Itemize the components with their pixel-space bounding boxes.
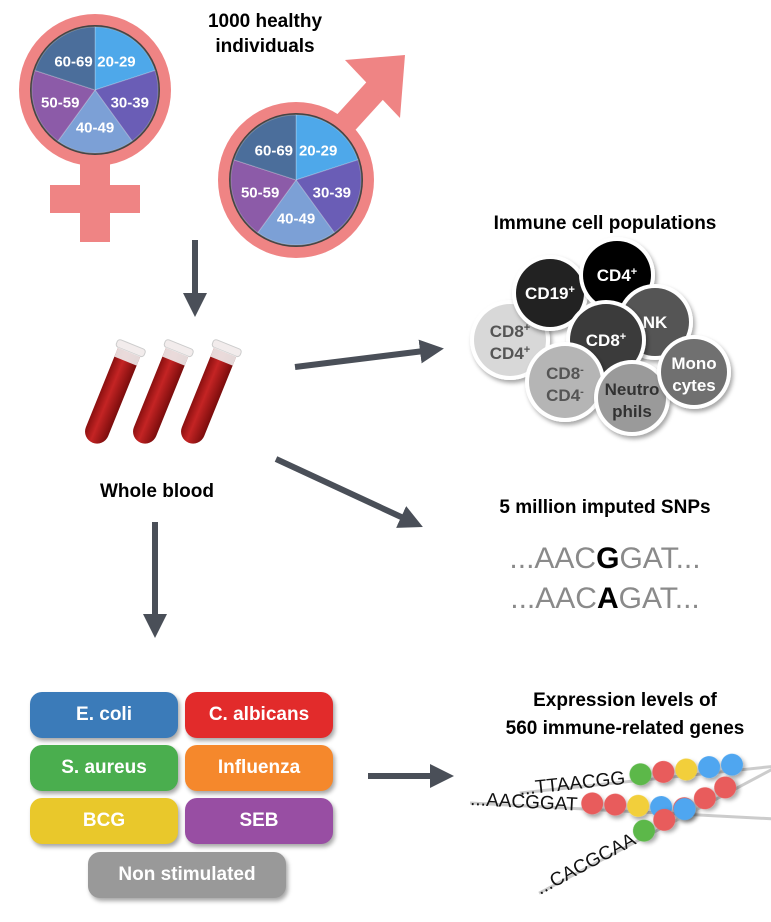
immune-cell: Mono cytes — [657, 335, 731, 409]
gene-sequence: ...AACGGAT — [470, 789, 579, 816]
stimulus-influenza: Influenza — [185, 745, 333, 791]
blood-tube — [181, 339, 242, 444]
age-slice-50-59 — [31, 69, 96, 142]
expression-bead — [629, 763, 652, 786]
blood-tube — [133, 339, 194, 444]
age-slice-30-39 — [295, 159, 362, 234]
age-label: 40-49 — [277, 211, 315, 228]
age-slice-60-69 — [233, 114, 297, 181]
cell-label: cytes — [672, 376, 715, 395]
cohort-title-line1: 1000 healthy — [208, 11, 322, 32]
male-age-pie: 20-29 30-39 40-49 50-59 60-69 — [229, 113, 363, 247]
expression-bead — [632, 819, 655, 842]
stimulus-e-coli: E. coli — [30, 692, 178, 738]
whole-blood-label: Whole blood — [100, 481, 214, 502]
expression-bead — [714, 776, 737, 799]
cell-label: CD4+ — [490, 344, 530, 363]
male-symbol: 20-29 30-39 40-49 50-59 60-69 — [218, 55, 405, 258]
age-slice-40-49 — [57, 89, 133, 154]
expression-bead — [652, 760, 675, 783]
cell-label: CD4- — [546, 386, 584, 405]
immune-cell: CD19+ — [512, 255, 588, 331]
arrow-blood-to-snps — [274, 456, 423, 528]
expression-bead — [720, 753, 743, 776]
blood-tube — [85, 339, 146, 444]
age-label: 30-39 — [313, 185, 351, 202]
age-slice-60-69 — [34, 26, 96, 91]
cell-label: phils — [612, 402, 652, 421]
age-label: 30-39 — [111, 94, 149, 111]
age-label: 20-29 — [97, 53, 135, 70]
cell-label: CD8- — [546, 364, 584, 383]
age-label: 50-59 — [241, 185, 279, 202]
female-symbol: 20-29 30-39 40-49 50-59 60-69 — [19, 14, 171, 242]
stimulus-non-stimulated: Non stimulated — [88, 852, 286, 898]
stimulus-c-albicans: C. albicans — [185, 692, 333, 738]
expression-bead — [627, 794, 650, 817]
age-slice-20-29 — [94, 26, 156, 91]
cohort-title-line2: individuals — [215, 36, 314, 57]
age-label: 60-69 — [54, 53, 92, 70]
age-slice-50-59 — [230, 159, 297, 234]
cell-label: NK — [643, 313, 668, 332]
age-label: 20-29 — [299, 143, 337, 160]
male-arrow-head — [345, 55, 405, 118]
blood-tubes — [85, 339, 242, 444]
expression-bead — [675, 758, 698, 781]
gene-sequence: ...CACGCAA — [532, 829, 639, 899]
cell-label: Neutro — [605, 380, 660, 399]
expression-bead — [698, 756, 721, 779]
age-slice-40-49 — [257, 179, 335, 246]
expression-bead — [653, 808, 676, 831]
cell-label: CD8+ — [490, 322, 530, 341]
snp-sequences: ...AACGGAT... ...AACAGAT... — [509, 542, 700, 615]
immune-cell: Neutro phils — [594, 360, 670, 436]
expression-title-line1: Expression levels of — [533, 690, 717, 711]
age-label: 40-49 — [76, 120, 114, 137]
age-slice-30-39 — [94, 69, 159, 142]
female-age-pie: 20-29 30-39 40-49 50-59 60-69 — [30, 25, 160, 155]
expression-bead — [693, 787, 716, 810]
snp-sequence-2: ...AACAGAT... — [510, 582, 700, 615]
arrow-blood-to-cells — [294, 339, 444, 370]
cell-label: CD19+ — [525, 284, 575, 303]
age-label: 50-59 — [41, 94, 79, 111]
stimulus-seb: SEB — [185, 798, 333, 844]
gene-expression-strands: ...TTAACGG...AACGGAT...CACGCAA — [470, 736, 771, 899]
expression-bead — [673, 798, 696, 821]
expression-title-line2: 560 immune-related genes — [506, 718, 745, 739]
expression-bead — [604, 793, 627, 816]
cell-label: CD8+ — [586, 331, 626, 350]
snp-sequence-1: ...AACGGAT... — [509, 542, 700, 575]
snps-title: 5 million imputed SNPs — [499, 497, 710, 518]
stimulus-s-aureus: S. aureus — [30, 745, 178, 791]
age-slice-20-29 — [295, 114, 359, 181]
expression-bead — [581, 792, 604, 815]
immune-title: Immune cell populations — [494, 213, 717, 234]
age-label: 60-69 — [255, 143, 293, 160]
cell-label: CD4+ — [597, 266, 637, 285]
immune-cell: CD8- CD4- — [525, 342, 605, 422]
cell-label: Mono — [671, 354, 716, 373]
female-cross-horizontal — [50, 185, 140, 213]
stimulus-bcg: BCG — [30, 798, 178, 844]
